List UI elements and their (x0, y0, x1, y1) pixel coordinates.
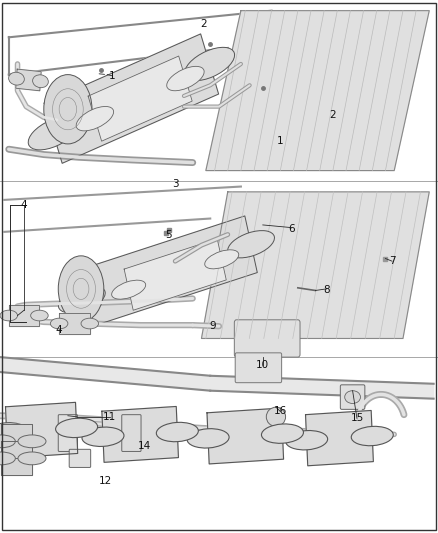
Polygon shape (124, 239, 226, 310)
Text: 12: 12 (99, 476, 112, 486)
Ellipse shape (187, 429, 229, 448)
Ellipse shape (0, 310, 18, 321)
Polygon shape (206, 11, 429, 171)
Ellipse shape (28, 117, 78, 150)
Bar (0, 0, 438, 181)
FancyBboxPatch shape (122, 415, 141, 451)
Polygon shape (1, 424, 32, 458)
Polygon shape (88, 56, 192, 141)
Ellipse shape (0, 452, 15, 465)
Polygon shape (1, 441, 32, 475)
Polygon shape (0, 357, 210, 391)
Ellipse shape (286, 431, 328, 450)
Text: 1: 1 (108, 71, 115, 80)
Text: 9: 9 (209, 321, 216, 331)
Ellipse shape (351, 426, 393, 446)
Ellipse shape (0, 435, 15, 448)
Polygon shape (44, 34, 219, 163)
Ellipse shape (185, 47, 235, 80)
Bar (0, 357, 438, 533)
Bar (0, 181, 438, 357)
FancyBboxPatch shape (234, 320, 300, 357)
Ellipse shape (156, 422, 198, 442)
Text: 4: 4 (56, 326, 63, 335)
Ellipse shape (32, 75, 48, 87)
Text: 15: 15 (350, 414, 364, 423)
Ellipse shape (82, 427, 124, 447)
Ellipse shape (112, 280, 146, 299)
Polygon shape (102, 407, 178, 462)
Ellipse shape (81, 318, 99, 329)
Ellipse shape (0, 423, 28, 442)
Polygon shape (16, 69, 41, 91)
Ellipse shape (58, 256, 104, 322)
Ellipse shape (266, 407, 286, 426)
Ellipse shape (345, 391, 360, 403)
Ellipse shape (44, 75, 92, 144)
Ellipse shape (205, 250, 239, 269)
Ellipse shape (50, 318, 68, 329)
Ellipse shape (31, 310, 48, 321)
Ellipse shape (18, 435, 46, 448)
FancyBboxPatch shape (340, 385, 365, 409)
Text: 6: 6 (288, 224, 295, 234)
Text: 10: 10 (256, 360, 269, 370)
Text: 11: 11 (103, 412, 116, 422)
Text: 2: 2 (200, 19, 207, 29)
Polygon shape (59, 313, 90, 334)
Ellipse shape (228, 231, 275, 258)
Text: 2: 2 (329, 110, 336, 119)
Ellipse shape (18, 452, 46, 465)
Ellipse shape (76, 107, 113, 131)
Text: 14: 14 (138, 441, 151, 451)
Text: 5: 5 (165, 230, 172, 239)
Polygon shape (76, 216, 257, 328)
Polygon shape (210, 376, 434, 399)
Polygon shape (9, 305, 39, 326)
Ellipse shape (58, 286, 105, 313)
FancyBboxPatch shape (69, 449, 91, 467)
Polygon shape (6, 402, 78, 458)
Polygon shape (207, 408, 283, 464)
Text: 3: 3 (172, 179, 179, 189)
Text: 1: 1 (277, 136, 284, 146)
Ellipse shape (56, 418, 98, 438)
FancyBboxPatch shape (58, 415, 78, 451)
Polygon shape (201, 192, 429, 338)
Text: 7: 7 (389, 256, 396, 266)
Text: 16: 16 (274, 407, 287, 416)
Text: 4: 4 (21, 200, 28, 210)
Ellipse shape (167, 67, 204, 91)
FancyBboxPatch shape (235, 353, 282, 383)
Polygon shape (306, 410, 373, 466)
Ellipse shape (9, 72, 25, 85)
Text: 8: 8 (323, 286, 330, 295)
Ellipse shape (261, 424, 304, 443)
